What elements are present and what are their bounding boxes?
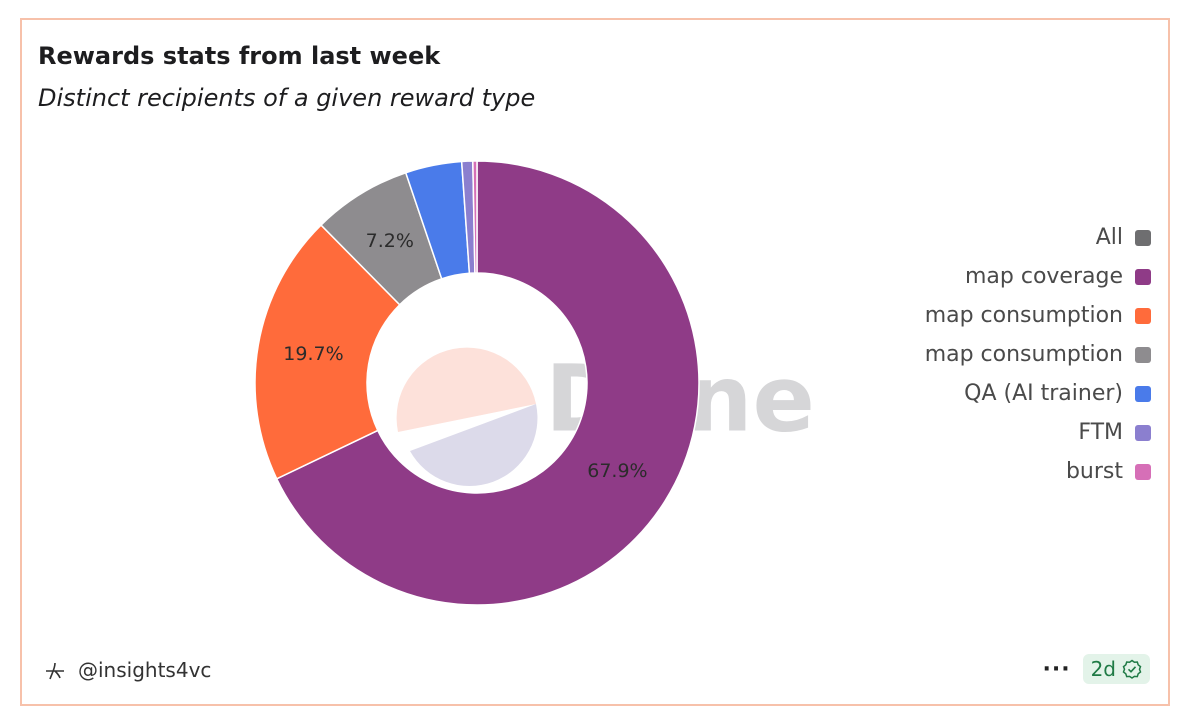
legend-swatch	[1135, 308, 1151, 324]
chart-title: Rewards stats from last week	[38, 42, 441, 70]
legend-swatch	[1135, 230, 1151, 246]
verified-icon	[1122, 659, 1142, 679]
donut-slice	[254, 223, 401, 480]
legend-label: FTM	[1078, 420, 1123, 445]
data-label: 7.2%	[366, 230, 414, 252]
donut-slice	[275, 160, 700, 606]
chart-subtitle: Distinct recipients of a given reward ty…	[38, 84, 536, 112]
legend-label: map consumption	[925, 342, 1123, 367]
legend-label: map coverage	[965, 264, 1123, 289]
donut-slice	[472, 160, 478, 274]
more-menu[interactable]: ···	[1042, 656, 1071, 682]
author-icon	[46, 662, 64, 680]
author[interactable]: @insights4vc	[44, 658, 211, 682]
age-badge[interactable]: 2d	[1082, 654, 1150, 684]
author-handle[interactable]: @insights4vc	[78, 658, 212, 682]
legend-label: burst	[1066, 459, 1123, 484]
center-decoration	[396, 347, 538, 487]
legend-label: QA (AI trainer)	[964, 381, 1123, 406]
legend-label: All	[1096, 225, 1123, 250]
legend-swatch	[1135, 269, 1151, 285]
footer-actions: ··· 2d	[1042, 654, 1150, 684]
data-label: 67.9%	[587, 460, 647, 482]
legend-label: map consumption	[925, 303, 1123, 328]
age-text: 2d	[1090, 657, 1116, 681]
legend-swatch	[1135, 464, 1151, 480]
legend-swatch	[1135, 347, 1151, 363]
legend-swatch	[1135, 386, 1151, 402]
legend-swatch	[1135, 425, 1151, 441]
data-label: 19.7%	[283, 343, 343, 365]
